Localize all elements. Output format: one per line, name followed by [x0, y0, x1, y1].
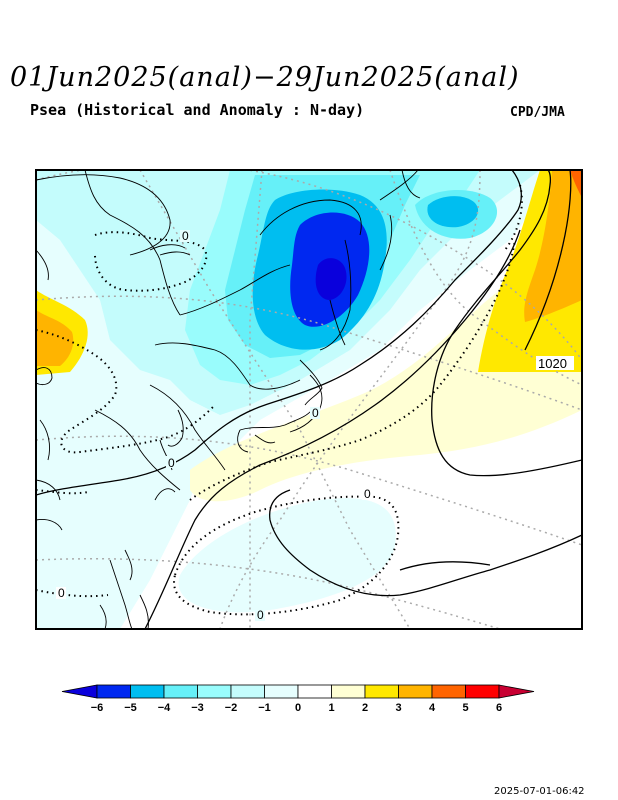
colorbar-tick-label: 1 — [328, 702, 334, 714]
colorbar-tick-label: 4 — [429, 702, 436, 714]
colorbar-tick-label: −1 — [258, 702, 271, 714]
colorbar-tick-label: 6 — [496, 702, 502, 714]
colorbar-tick-label: −3 — [191, 702, 204, 714]
colorbar-tick-label: 5 — [462, 702, 468, 714]
colorbar-tick-label: −2 — [225, 702, 238, 714]
contour-label: 0 — [182, 229, 189, 243]
graticule — [36, 170, 582, 629]
coastlines — [36, 170, 421, 629]
colorbar-swatch — [230, 684, 265, 699]
colorbar-swatch — [364, 684, 399, 699]
contour-label: 0 — [168, 456, 175, 470]
contour-label-1020: 1020 — [538, 356, 567, 371]
colorbar-arrow-low — [61, 684, 98, 699]
anomaly-map — [36, 170, 582, 629]
colorbar-arrow-high — [498, 684, 535, 699]
colorbar-tick-label: 2 — [362, 702, 368, 714]
colorbar-swatch — [431, 684, 466, 699]
contour-label: 0 — [58, 586, 65, 600]
anomaly-fill-plus4-east — [570, 170, 582, 198]
colorbar-tick-label: −4 — [158, 702, 171, 714]
zero-anomaly-contours — [36, 184, 523, 616]
anomaly-fill-minus1-south — [178, 498, 396, 613]
chart-subtitle: Psea (Historical and Anomaly : N-day) — [30, 101, 365, 119]
colorbar-swatch — [96, 684, 131, 699]
colorbar-swatch — [163, 684, 198, 699]
colorbar-swatch — [197, 684, 232, 699]
contour-label: 0 — [257, 608, 264, 622]
anomaly-fill-plus1 — [190, 250, 582, 502]
colorbar-swatch — [465, 684, 500, 699]
colorbar-tick-label: −6 — [91, 702, 104, 714]
colorbar-tick-label: 0 — [295, 702, 301, 714]
colorbar-swatch — [297, 684, 332, 699]
colorbar-swatch — [398, 684, 433, 699]
contour-label: 0 — [364, 487, 371, 501]
page-title: 01Jun2025(anal)−29Jun2025(anal) — [10, 62, 520, 93]
colorbar: −6 −5 −4 −3 −2 −1 0 1 2 3 4 5 6 — [61, 684, 535, 714]
timestamp: 2025-07-01-06:42 — [494, 786, 585, 797]
colorbar-swatch — [331, 684, 366, 699]
colorbar-tick-label: 3 — [395, 702, 401, 714]
anomaly-fill-minus7 — [315, 258, 347, 300]
colorbar-tick-label: −5 — [124, 702, 137, 714]
anomaly-fill-plus3-east — [524, 170, 582, 322]
anomaly-fill-plus3-west — [36, 310, 74, 366]
colorbar-swatch — [130, 684, 165, 699]
agency-label: CPD/JMA — [510, 105, 565, 120]
pressure-contours — [36, 170, 582, 629]
colorbar-swatch — [264, 684, 299, 699]
map-frame — [35, 169, 583, 630]
anomaly-fill-minus5-ne — [427, 196, 479, 228]
contour-label: 0 — [312, 406, 319, 420]
